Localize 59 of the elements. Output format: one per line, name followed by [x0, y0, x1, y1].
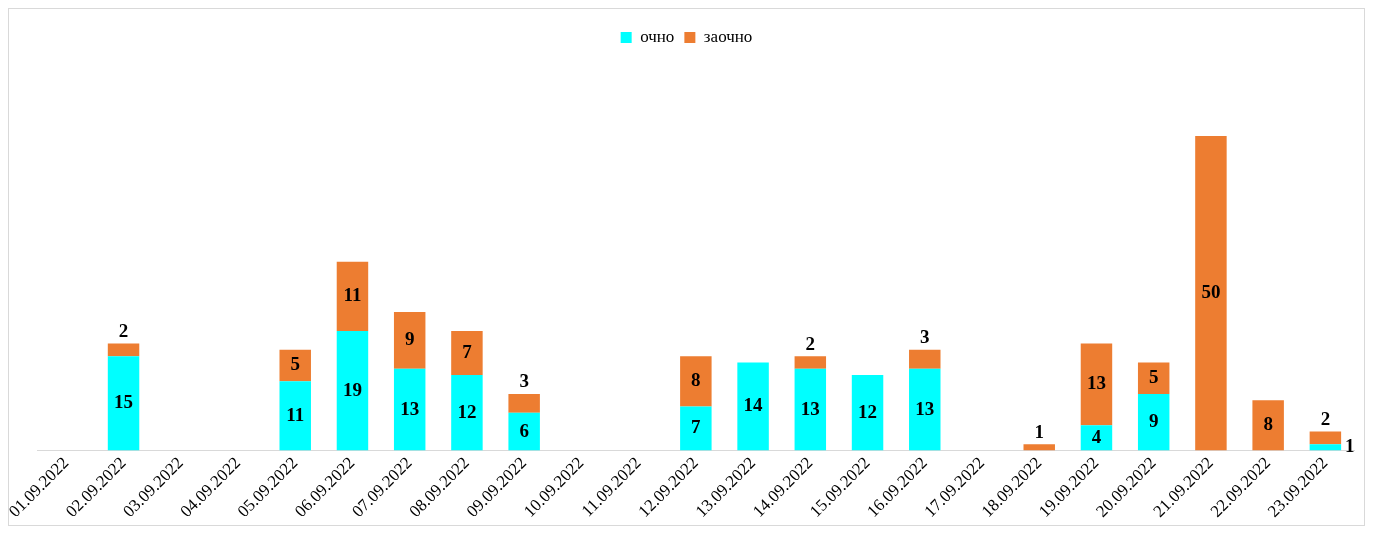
data-label: 3: [920, 326, 930, 348]
bar: [1137, 393, 1170, 451]
data-label: 50: [1201, 281, 1221, 303]
data-label: 15: [114, 391, 134, 413]
data-label: 12: [457, 400, 477, 422]
data-label: 11: [286, 403, 305, 425]
bar: [508, 412, 540, 451]
bar: [393, 368, 426, 451]
bar: [737, 362, 769, 451]
bar: [393, 312, 426, 369]
data-label: 13: [1086, 372, 1106, 394]
bar: [336, 261, 369, 331]
data-label: 3: [519, 370, 529, 392]
bar: [451, 330, 483, 376]
data-label: 4: [1091, 425, 1102, 447]
data-label: 1: [1034, 420, 1044, 442]
data-label: 9: [404, 328, 415, 350]
bar: [851, 375, 884, 451]
data-label: 8: [691, 369, 701, 391]
bar: [909, 368, 941, 451]
data-label: 6: [519, 419, 529, 441]
data-label: 13: [400, 397, 420, 419]
bar: [508, 393, 540, 413]
data-label: 7: [691, 416, 702, 438]
data-label: 14: [743, 394, 764, 416]
data-label: 8: [1263, 413, 1273, 435]
bar: [1080, 343, 1113, 426]
bar: [909, 349, 941, 369]
bar: [279, 381, 311, 451]
data-label: 19: [342, 378, 362, 400]
data-label: 2: [805, 332, 816, 354]
data-label: 2: [1320, 408, 1331, 430]
bar: [1137, 362, 1170, 394]
bar: [107, 356, 140, 451]
data-label: 9: [1148, 410, 1159, 432]
data-label: 13: [915, 397, 935, 419]
bar: [1023, 444, 1055, 451]
legend-label: заочно: [703, 26, 753, 46]
data-label: 5: [290, 353, 300, 375]
data-label: 1: [1345, 435, 1355, 457]
bar: [336, 330, 369, 451]
data-label: 2: [118, 319, 129, 341]
bar: [680, 356, 712, 407]
bar: [794, 368, 827, 451]
bar: [680, 406, 712, 451]
bar: [1309, 444, 1342, 451]
bar: [1309, 431, 1342, 445]
data-label: 11: [343, 284, 362, 306]
bar: [107, 343, 140, 357]
data-label: 7: [462, 340, 473, 362]
bar: [794, 356, 827, 369]
data-label: 12: [858, 400, 878, 422]
bar: [451, 375, 483, 451]
bar: [279, 349, 311, 382]
legend-label: очно: [640, 26, 675, 46]
data-label: 13: [800, 397, 820, 419]
bar: [1252, 400, 1284, 451]
data-label: 5: [1148, 366, 1159, 388]
bar: [1195, 136, 1227, 451]
